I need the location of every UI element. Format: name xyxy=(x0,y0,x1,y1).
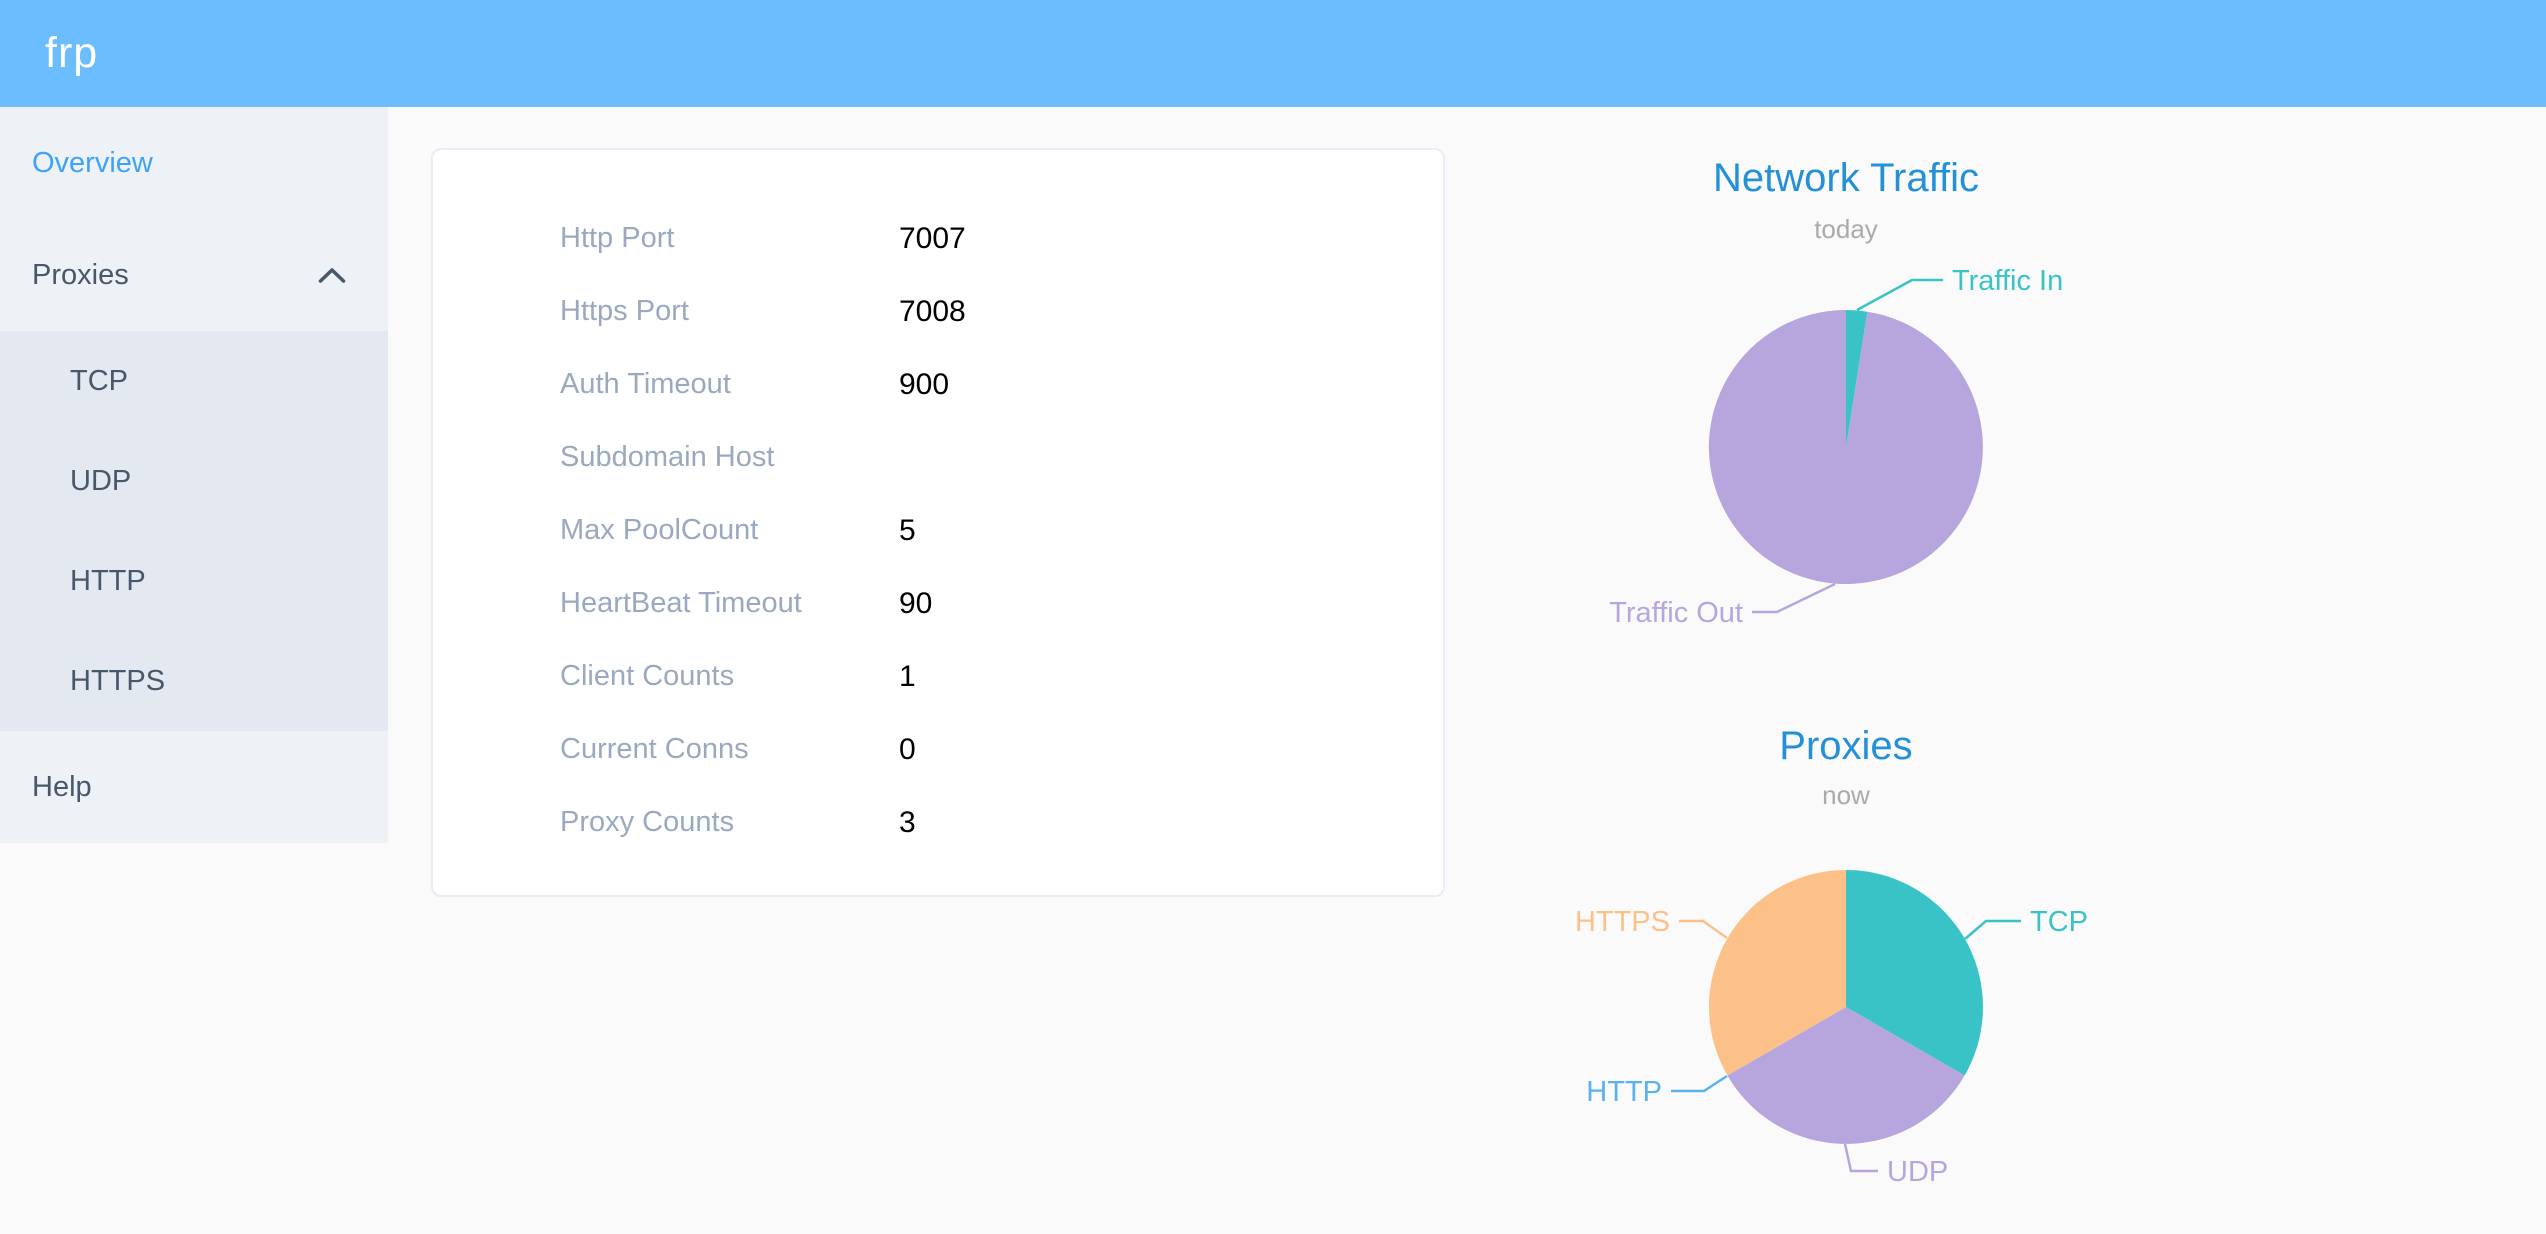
http-label: HTTP xyxy=(1586,1076,1662,1108)
table-row: HeartBeat Timeout 90 xyxy=(560,567,1413,640)
chart-title: Network Traffic xyxy=(1713,156,1979,200)
pie-slice-https[interactable] xyxy=(1709,870,1846,1076)
traffic-in-label-line xyxy=(1856,278,1943,312)
chart-subtitle: now xyxy=(1822,780,1870,810)
server-info-rows: Http Port 7007 Https Port 7008 Auth Timeou… xyxy=(560,202,1413,859)
sidebar-item-http[interactable]: HTTP xyxy=(0,531,388,631)
pie-slice-traffic-out[interactable] xyxy=(1708,309,1983,584)
table-row: Subdomain Host xyxy=(560,421,1413,494)
proxies-chart: Proxies now TCP UDP HTTP HTTPS xyxy=(1575,724,2088,1188)
chart-title: Proxies xyxy=(1779,724,1912,768)
sidebar-item-help[interactable]: Help xyxy=(0,731,388,843)
https-label-line xyxy=(1679,919,1728,940)
pie-slice-tcp[interactable] xyxy=(1846,870,1983,1076)
row-label: Proxy Counts xyxy=(560,806,735,838)
traffic-out-label: Traffic Out xyxy=(1609,597,1743,629)
table-row: Https Port 7008 xyxy=(560,275,1413,348)
sidebar-item-proxies-label: Proxies xyxy=(32,259,129,291)
row-value: 7007 xyxy=(899,221,966,255)
tcp-label-line xyxy=(1964,919,2021,940)
proxies-submenu: TCP UDP HTTP HTTPS xyxy=(0,331,388,731)
table-row: Auth Timeout 900 xyxy=(560,348,1413,421)
pie-slice-udp[interactable] xyxy=(1727,1007,1965,1144)
udp-label-line xyxy=(1843,1143,1878,1173)
row-value: 900 xyxy=(899,367,950,401)
sidebar: Overview Proxies TCP UDP HTTP HTTPS Help xyxy=(0,107,388,843)
https-label: HTTPS xyxy=(1575,906,1670,938)
row-label: Http Port xyxy=(560,222,675,254)
sidebar-item-tcp[interactable]: TCP xyxy=(0,331,388,431)
http-label-line xyxy=(1671,1074,1728,1093)
table-row: Proxy Counts 3 xyxy=(560,786,1413,859)
app-header: frp xyxy=(0,0,2546,107)
network-traffic-pie xyxy=(1708,309,1983,584)
table-row: Current Conns 0 xyxy=(560,713,1413,786)
row-label: Subdomain Host xyxy=(560,441,775,473)
pie-slice-traffic-in[interactable] xyxy=(1846,310,1868,447)
sidebar-item-tcp-label: TCP xyxy=(70,365,128,397)
row-value: 0 xyxy=(899,732,916,766)
row-label: Https Port xyxy=(560,295,689,327)
chevron-up-icon xyxy=(318,268,346,283)
server-info-card: Http Port 7007 Https Port 7008 Auth Timeou… xyxy=(431,148,1445,897)
sidebar-item-help-label: Help xyxy=(32,771,92,803)
row-label: Current Conns xyxy=(560,733,749,765)
tcp-label: TCP xyxy=(2030,906,2088,938)
traffic-in-label: Traffic In xyxy=(1952,265,2063,297)
row-label: Max PoolCount xyxy=(560,514,759,546)
sidebar-item-https-label: HTTPS xyxy=(70,665,166,697)
sidebar-item-udp-label: UDP xyxy=(70,465,132,497)
sidebar-item-https[interactable]: HTTPS xyxy=(0,631,388,731)
sidebar-item-udp[interactable]: UDP xyxy=(0,431,388,531)
row-value: 1 xyxy=(899,659,916,693)
proxies-pie xyxy=(1709,870,1983,1144)
network-traffic-chart: Network Traffic today Traffic In Traffic… xyxy=(1609,156,2063,629)
row-label: HeartBeat Timeout xyxy=(560,587,802,619)
row-value: 5 xyxy=(899,513,916,547)
sidebar-item-overview-label: Overview xyxy=(32,147,153,179)
table-row: Http Port 7007 xyxy=(560,202,1413,275)
row-label: Client Counts xyxy=(560,660,735,692)
udp-label: UDP xyxy=(1887,1156,1948,1188)
table-row: Client Counts 1 xyxy=(560,640,1413,713)
row-value: 3 xyxy=(899,805,916,839)
sidebar-item-overview[interactable]: Overview xyxy=(0,107,388,219)
sidebar-item-proxies[interactable]: Proxies xyxy=(0,219,388,331)
table-row: Max PoolCount 5 xyxy=(560,494,1413,567)
sidebar-item-http-label: HTTP xyxy=(70,565,146,597)
row-label: Auth Timeout xyxy=(560,368,731,400)
row-value: 7008 xyxy=(899,294,966,328)
traffic-out-label-line xyxy=(1752,582,1836,614)
frp-logo: frp xyxy=(45,29,99,77)
row-value: 90 xyxy=(899,586,933,620)
chart-subtitle: today xyxy=(1814,214,1878,244)
